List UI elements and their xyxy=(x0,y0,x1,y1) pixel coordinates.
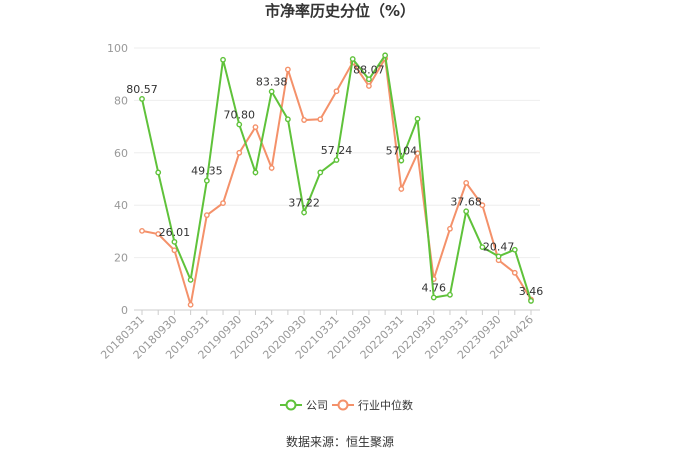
data-point-0[interactable] xyxy=(479,244,486,251)
data-label: 37.22 xyxy=(288,196,320,209)
y-tick-label: 60 xyxy=(114,147,128,160)
legend[interactable]: 公司 行业中位数 xyxy=(280,398,413,412)
data-point-0[interactable] xyxy=(430,294,437,301)
legend-item-0[interactable]: 公司 xyxy=(280,399,328,412)
data-point-0[interactable] xyxy=(171,238,178,245)
chart-title: 市净率历史分位（%） xyxy=(265,2,415,20)
data-point-1[interactable] xyxy=(252,124,259,131)
data-point-0[interactable] xyxy=(139,96,145,102)
data-point-0[interactable] xyxy=(284,116,291,123)
data-label: 57.04 xyxy=(386,145,418,158)
x-axis: 2018033120180930201903312019093020200331… xyxy=(98,310,536,362)
data-point-0[interactable] xyxy=(268,88,275,95)
y-tick-label: 40 xyxy=(114,199,128,212)
data-label: 88.07 xyxy=(353,63,385,76)
data-label: 70.80 xyxy=(224,109,256,122)
y-tick-label: 100 xyxy=(107,42,128,55)
data-point-0[interactable] xyxy=(414,115,421,122)
data-point-0[interactable] xyxy=(398,157,405,164)
data-point-0[interactable] xyxy=(301,209,307,216)
series-line-1 xyxy=(141,55,532,306)
data-point-0[interactable] xyxy=(236,121,243,128)
data-point-1[interactable] xyxy=(511,269,518,276)
data-point-1[interactable] xyxy=(479,202,486,209)
data-point-1[interactable] xyxy=(463,180,470,186)
data-label: 49.35 xyxy=(191,165,223,178)
legend-swatch-marker xyxy=(337,399,349,411)
data-label: 37.68 xyxy=(450,195,482,208)
data-point-1[interactable] xyxy=(139,227,145,234)
data-point-0[interactable] xyxy=(511,246,518,253)
legend-label: 公司 xyxy=(306,399,328,412)
data-point-0[interactable] xyxy=(220,56,226,63)
y-tick-label: 80 xyxy=(114,94,128,107)
data-point-0[interactable] xyxy=(317,169,324,176)
y-tick-label: 0 xyxy=(121,304,128,317)
data-point-1[interactable] xyxy=(301,117,307,123)
data-point-0[interactable] xyxy=(252,169,259,176)
data-label: 20.47 xyxy=(483,240,515,253)
data-label: 3.46 xyxy=(519,285,544,298)
legend-swatch-marker xyxy=(285,399,297,411)
y-axis-ticks: 0 20 40 60 80 100 xyxy=(107,42,128,317)
data-point-0[interactable] xyxy=(203,177,210,184)
data-label: 80.57 xyxy=(126,83,158,96)
data-label: 83.38 xyxy=(256,76,288,89)
data-point-0[interactable] xyxy=(333,157,340,163)
data-point-1[interactable] xyxy=(284,66,291,73)
data-point-0[interactable] xyxy=(463,208,470,215)
grid-lines xyxy=(134,47,540,311)
legend-item-1[interactable]: 行业中位数 xyxy=(332,398,413,412)
data-point-0[interactable] xyxy=(366,76,372,83)
data-point-1[interactable] xyxy=(171,247,178,254)
data-point-0[interactable] xyxy=(155,169,162,176)
data-point-0[interactable] xyxy=(528,298,534,304)
data-point-1[interactable] xyxy=(447,225,453,232)
data-point-1[interactable] xyxy=(398,186,405,192)
data-point-1[interactable] xyxy=(366,83,372,89)
source-note: 数据来源：恒生聚源 xyxy=(286,434,394,449)
data-point-1[interactable] xyxy=(333,88,340,95)
data-point-0[interactable] xyxy=(382,52,389,59)
data-point-1[interactable] xyxy=(220,200,226,207)
data-label: 57.24 xyxy=(321,144,353,157)
data-point-0[interactable] xyxy=(187,276,194,283)
data-point-0[interactable] xyxy=(495,253,502,260)
data-point-1[interactable] xyxy=(155,231,162,237)
data-point-0[interactable] xyxy=(447,291,453,298)
data-label: 26.01 xyxy=(159,226,191,239)
data-point-1[interactable] xyxy=(203,212,210,219)
y-tick-label: 20 xyxy=(114,252,128,265)
data-point-1[interactable] xyxy=(317,116,324,123)
series-group xyxy=(139,52,534,308)
data-labels: 80.57 26.01 49.35 70.80 83.38 37.22 57.24 88.07… xyxy=(126,63,543,298)
data-point-1[interactable] xyxy=(236,149,243,156)
legend-label: 行业中位数 xyxy=(358,398,413,412)
data-point-0[interactable] xyxy=(349,56,356,62)
data-label: 4.76 xyxy=(422,282,447,295)
data-point-1[interactable] xyxy=(187,301,194,308)
data-point-1[interactable] xyxy=(268,165,275,171)
